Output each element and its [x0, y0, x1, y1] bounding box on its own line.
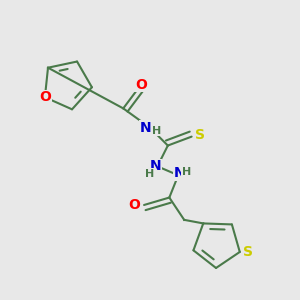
Text: O: O — [39, 90, 51, 104]
Text: O: O — [129, 198, 140, 212]
Text: N: N — [174, 166, 185, 180]
Text: H: H — [146, 169, 154, 179]
Text: O: O — [135, 78, 147, 92]
Text: H: H — [182, 167, 191, 177]
Text: S: S — [195, 128, 205, 142]
Text: N: N — [140, 121, 152, 135]
Text: N: N — [150, 159, 162, 173]
Text: S: S — [243, 245, 253, 259]
Text: H: H — [152, 126, 161, 136]
